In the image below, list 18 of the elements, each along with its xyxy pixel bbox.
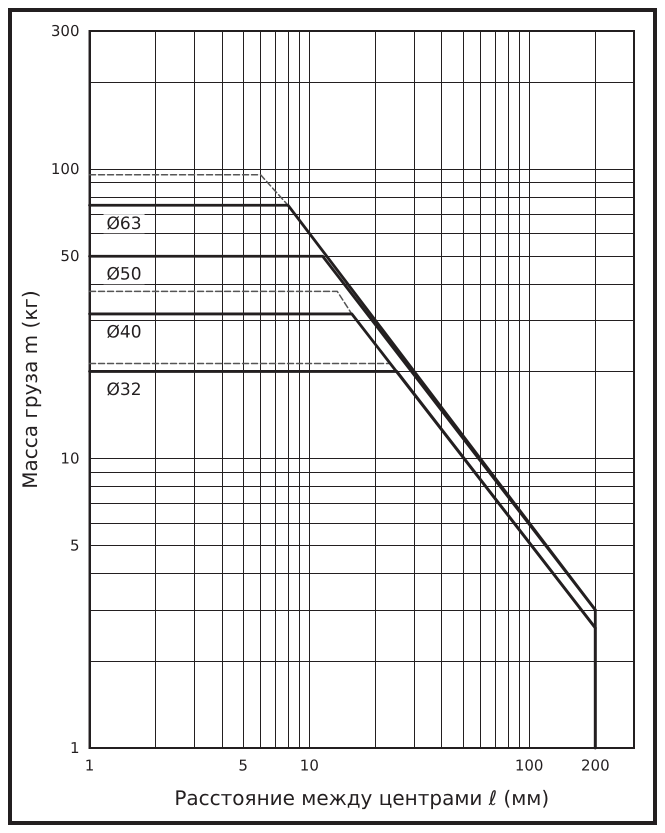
- series-label: Ø32: [106, 380, 142, 400]
- x-axis-title: Расстояние между центрами ℓ (мм): [174, 786, 550, 810]
- y-axis-title: Масса груза m (кг): [18, 290, 42, 489]
- series-label: Ø40: [106, 322, 142, 342]
- x-tick-label: 1: [84, 756, 94, 774]
- y-tick-label: 50: [60, 247, 80, 266]
- x-tick-label: 200: [580, 756, 610, 774]
- series-label: Ø63: [106, 214, 142, 234]
- y-tick-label: 1: [70, 739, 80, 757]
- y-tick-label: 300: [50, 22, 80, 40]
- x-tick-label: 100: [514, 756, 544, 774]
- page-frame: Масса груза m (кг) Расстояние между центрами ℓ (мм) 1 5 10 50 100 300 1 5 10 100 200 Ø63 Ø50 Ø40 Ø32: [8, 8, 657, 825]
- x-tick-label: 10: [300, 756, 319, 774]
- y-tick-label: 5: [70, 536, 80, 555]
- series-label: Ø50: [106, 264, 142, 285]
- y-tick-label: 10: [60, 450, 80, 468]
- y-tick-label: 100: [50, 160, 80, 178]
- x-tick-label: 5: [238, 756, 248, 774]
